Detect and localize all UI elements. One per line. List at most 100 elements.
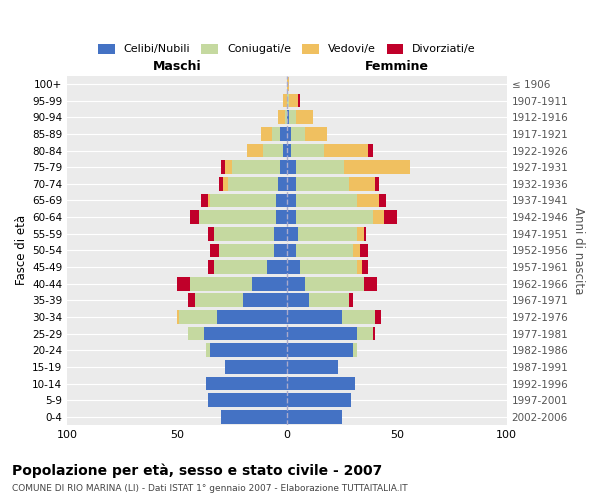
Bar [232,160,280,174]
Bar [278,110,285,124]
Text: COMUNE DI RIO MARINA (LI) - Dati ISTAT 1° gennaio 2007 - Elaborazione TUTTAITALI: COMUNE DI RIO MARINA (LI) - Dati ISTAT 1… [12,484,407,493]
Bar [349,294,353,307]
Bar [190,277,252,290]
Bar [287,177,296,190]
Bar [296,110,313,124]
Bar [208,194,210,207]
Bar [283,94,287,108]
Bar [375,310,382,324]
Bar [362,260,368,274]
Bar [296,160,344,174]
Bar [287,277,305,290]
Bar [260,127,272,140]
Bar [287,360,338,374]
Bar [287,127,292,140]
Bar [226,360,287,374]
Bar [214,227,274,240]
Bar [359,244,368,257]
Bar [296,194,358,207]
Bar [247,144,263,158]
Bar [364,277,377,290]
Text: Maschi: Maschi [153,60,202,73]
Bar [287,210,296,224]
Bar [353,244,359,257]
Bar [292,144,325,158]
Bar [287,110,289,124]
Bar [243,294,287,307]
Bar [272,127,280,140]
Bar [298,227,358,240]
Bar [298,94,300,108]
Bar [280,127,287,140]
Bar [289,110,296,124]
Bar [375,177,379,190]
Bar [188,294,195,307]
Bar [287,376,355,390]
Bar [208,227,214,240]
Bar [296,177,349,190]
Bar [373,327,375,340]
Bar [252,277,287,290]
Bar [358,260,362,274]
Bar [217,310,287,324]
Bar [278,177,287,190]
Bar [287,160,296,174]
Bar [219,244,274,257]
Bar [289,94,298,108]
Bar [358,327,373,340]
Bar [280,160,287,174]
Bar [210,244,219,257]
Bar [203,327,287,340]
Legend: Celibi/Nubili, Coniugati/e, Vedovi/e, Divorziati/e: Celibi/Nubili, Coniugati/e, Vedovi/e, Di… [94,40,480,59]
Bar [190,210,199,224]
Bar [188,327,203,340]
Bar [287,327,358,340]
Bar [267,260,287,274]
Bar [305,127,326,140]
Bar [179,310,217,324]
Text: Popolazione per età, sesso e stato civile - 2007: Popolazione per età, sesso e stato civil… [12,464,382,478]
Bar [287,144,292,158]
Bar [305,277,364,290]
Bar [219,177,223,190]
Y-axis label: Fasce di età: Fasce di età [15,216,28,286]
Bar [227,177,278,190]
Bar [214,260,267,274]
Bar [283,144,287,158]
Bar [202,194,208,207]
Bar [210,194,276,207]
Bar [287,227,298,240]
Bar [199,210,276,224]
Bar [349,177,375,190]
Bar [276,194,287,207]
Bar [368,144,373,158]
Bar [342,310,375,324]
Bar [210,344,287,357]
Bar [206,344,210,357]
Bar [287,344,353,357]
Bar [223,177,227,190]
Bar [383,210,397,224]
Bar [358,227,364,240]
Bar [208,260,214,274]
Bar [296,244,353,257]
Bar [208,394,287,407]
Bar [195,294,243,307]
Bar [221,160,226,174]
Bar [353,344,358,357]
Bar [379,194,386,207]
Bar [287,244,296,257]
Bar [287,260,300,274]
Bar [285,110,287,124]
Bar [287,394,351,407]
Bar [206,376,287,390]
Bar [263,144,283,158]
Bar [309,294,349,307]
Y-axis label: Anni di nascita: Anni di nascita [572,206,585,294]
Bar [177,277,190,290]
Bar [226,160,232,174]
Bar [221,410,287,424]
Bar [300,260,358,274]
Bar [292,127,305,140]
Bar [177,310,179,324]
